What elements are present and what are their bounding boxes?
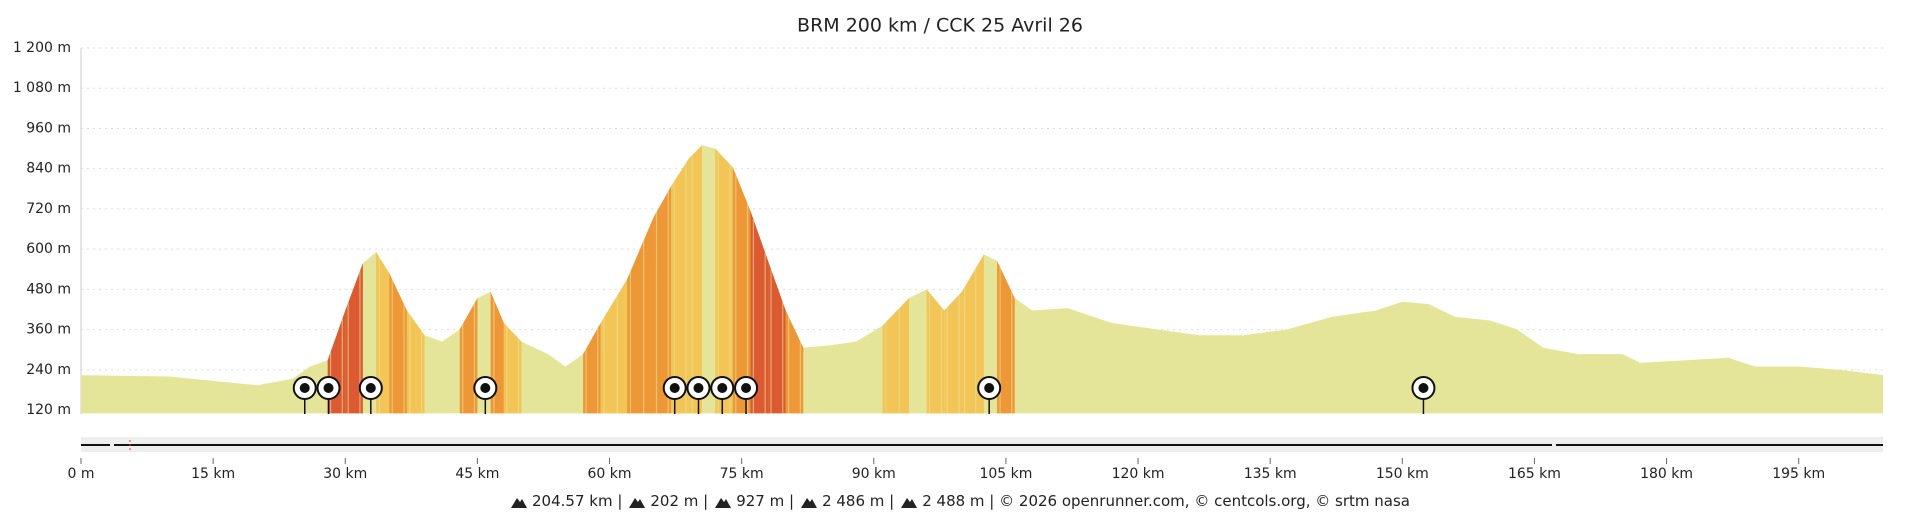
footer-icon: [511, 498, 527, 508]
slope-segment: [768, 260, 786, 414]
footer-icon: [801, 498, 818, 508]
footer-item: 927 m |: [714, 492, 794, 510]
poi-marker: [686, 376, 711, 414]
slope-segment: [671, 158, 689, 414]
slope-segment: [926, 289, 945, 414]
x-tick-label: 180 km: [1640, 466, 1693, 482]
slope-segment: [389, 273, 407, 414]
poi-icon: [365, 383, 376, 393]
y-tick-label: 720 m: [26, 201, 71, 217]
x-tick-label: 195 km: [1772, 466, 1825, 482]
poi-marker: [977, 376, 1002, 414]
y-tick-label: 1 200 m: [13, 40, 71, 56]
poi-marker: [1411, 376, 1436, 414]
slope-segment: [600, 279, 628, 414]
chart: BRM 200 km / CCK 25 Avril 26 120 m 240 m 3…: [13, 15, 1883, 482]
slope-segment: [882, 298, 910, 414]
poi-icon: [693, 383, 704, 393]
y-tick-label: 600 m: [26, 241, 71, 257]
slope-segment: [715, 148, 733, 414]
footer-text: 927 m |: [736, 492, 795, 510]
slope-segment: [785, 310, 804, 414]
x-tick-label: 90 km: [852, 466, 896, 482]
slope-segment: [961, 254, 984, 414]
footer-item: 2 488 m | © 2026 openrunner.com, © centc…: [900, 492, 1410, 510]
slope-segment: [583, 322, 601, 414]
y-tick-label: 480 m: [26, 281, 71, 297]
poi-marker: [662, 376, 687, 414]
poi-marker: [316, 376, 341, 414]
chart-title: BRM 200 km / CCK 25 Avril 26: [797, 15, 1083, 37]
x-tick-label: 45 km: [455, 466, 499, 482]
slope-segment: [653, 186, 672, 414]
footer-text: 2 488 m | © 2026 openrunner.com, © centc…: [922, 492, 1410, 510]
x-tick-label: 165 km: [1508, 466, 1561, 482]
y-tick-label: 840 m: [26, 161, 71, 177]
poi-marker: [734, 376, 759, 414]
x-tick-label: 0 m: [68, 466, 95, 482]
slope-segment: [944, 291, 962, 414]
x-tick-label: 105 km: [979, 466, 1032, 482]
poi-marker: [358, 376, 383, 414]
y-tick-label: 1 080 m: [13, 80, 71, 96]
footer-icon: [629, 498, 646, 508]
footer-text: 202 m |: [650, 492, 709, 510]
poi-marker: [292, 376, 317, 414]
poi-icon: [984, 383, 995, 393]
slope-segment: [503, 322, 522, 414]
y-tick-label: 960 m: [26, 120, 71, 136]
poi-icon: [717, 383, 728, 393]
footer-icon: [901, 498, 918, 508]
poi-icon: [741, 383, 752, 393]
poi-icon: [323, 383, 334, 393]
slope-segment: [997, 260, 1015, 414]
x-tick-label: 75 km: [720, 466, 764, 482]
slope-segment: [459, 298, 478, 414]
x-tick-label: 15 km: [191, 466, 235, 482]
x-tick-label: 60 km: [588, 466, 632, 482]
x-tick-label: 30 km: [323, 466, 367, 482]
y-tick-label: 120 m: [26, 402, 71, 418]
footer-item: 204.57 km |: [510, 492, 622, 510]
poi-marker: [710, 376, 735, 414]
poi-icon: [1418, 383, 1429, 393]
poi-icon: [669, 383, 680, 393]
y-tick-label: 360 m: [26, 322, 71, 338]
x-tick-label: 150 km: [1376, 466, 1429, 482]
slope-segment: [732, 167, 751, 414]
footer-text: 2 486 m |: [822, 492, 895, 510]
y-tick-label: 240 m: [26, 362, 71, 378]
slope-segment: [750, 210, 769, 414]
poi-icon: [299, 383, 310, 393]
poi-icon: [480, 383, 491, 393]
footer-item: 2 486 m |: [800, 492, 894, 510]
scrollbar: [81, 437, 1883, 452]
slope-segment: [406, 310, 425, 414]
x-tick-label: 135 km: [1244, 466, 1297, 482]
footer-icon: [715, 498, 732, 508]
slope-segment: [345, 263, 363, 414]
footer: 204.57 km | 202 m | 927 m | 2 486 m | 2 488 …: [0, 490, 1920, 512]
x-tick-label: 120 km: [1112, 466, 1165, 482]
slope-segment: [688, 145, 703, 414]
footer-text: 204.57 km |: [532, 492, 623, 510]
footer-item: 202 m |: [628, 492, 708, 510]
poi-marker: [473, 376, 498, 414]
slope-segment: [627, 217, 654, 414]
